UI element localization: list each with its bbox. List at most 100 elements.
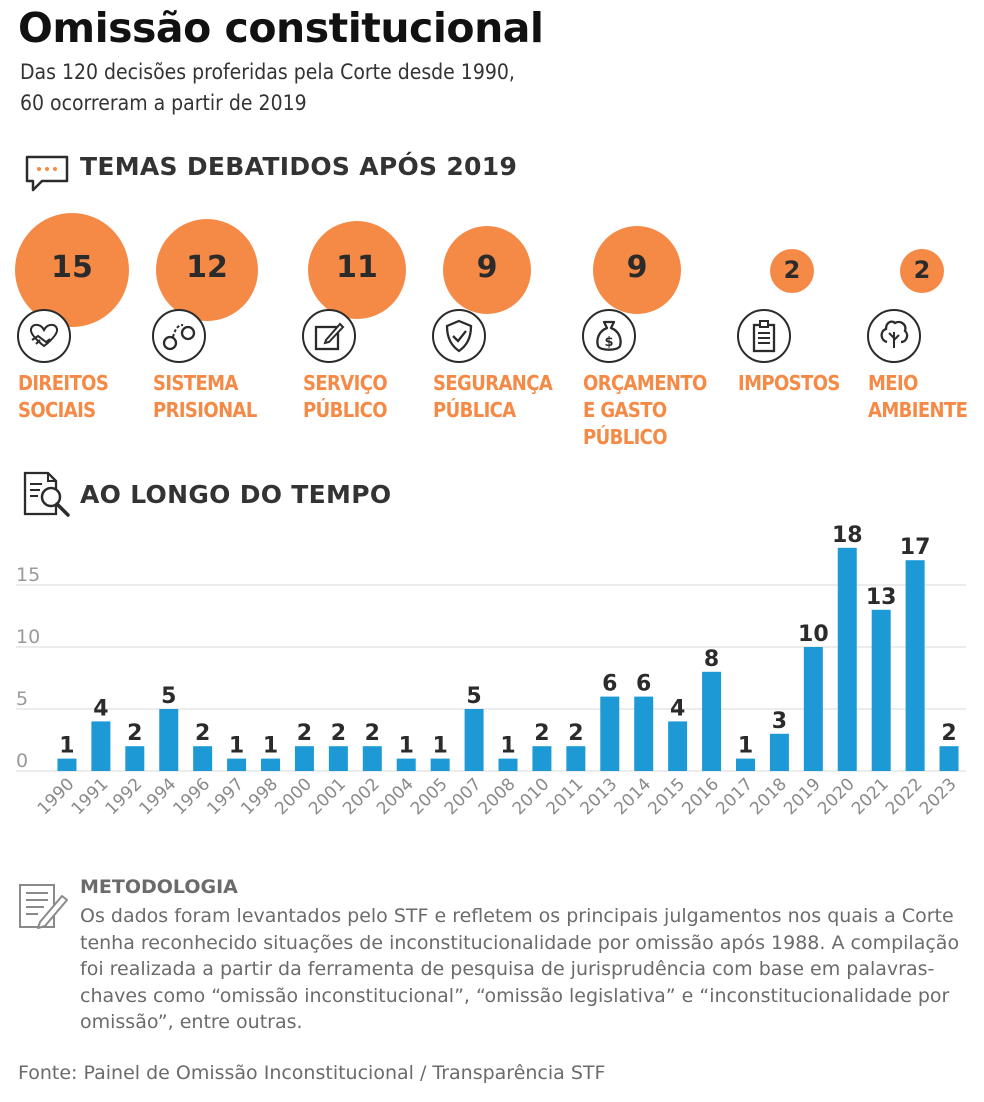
bar-2008 <box>498 758 518 771</box>
data-label: 1 <box>263 734 278 759</box>
topic-label: DIREITOS SOCIAIS <box>18 370 109 424</box>
x-tick-label: 2017 <box>712 774 757 819</box>
x-tick-label: 2022 <box>882 774 927 819</box>
data-label: 2 <box>534 721 549 746</box>
topic-bubble <box>443 226 531 314</box>
bar-2005 <box>430 758 450 771</box>
bar-2023 <box>939 746 959 771</box>
x-tick-label: 2020 <box>814 774 859 819</box>
topic-label-line: MEIO <box>868 371 918 395</box>
topic-label-line: ORÇAMENTO <box>583 371 707 395</box>
topic-bubble <box>156 219 258 321</box>
bar-1997 <box>227 758 247 771</box>
data-label: 6 <box>602 672 617 697</box>
data-label: 13 <box>866 585 897 610</box>
subtitle-line-2: 60 ocorreram a partir de 2019 <box>20 91 307 115</box>
data-label: 10 <box>798 622 829 647</box>
x-tick-label: 2007 <box>441 774 486 819</box>
money-bag-icon: $ <box>582 309 636 363</box>
topic-label-line: DIREITOS <box>18 371 109 395</box>
x-tick-label: 2013 <box>577 774 622 819</box>
data-label: 8 <box>704 647 719 672</box>
svg-text:$: $ <box>604 335 613 350</box>
data-label: 4 <box>670 696 685 721</box>
bar-2011 <box>566 746 586 771</box>
topics-row: 15 DIREITOS SOCIAIS 12 SISTEMA PRISIONAL 11 SER… <box>0 0 984 460</box>
bar-2001 <box>328 746 348 771</box>
data-label: 6 <box>636 672 651 697</box>
y-tick-label: 0 <box>16 750 28 772</box>
topic-label-line: PÚBLICO <box>303 398 388 422</box>
tree-icon <box>867 309 921 363</box>
topic-bubble <box>770 249 814 293</box>
topic-value: 2 <box>783 256 801 284</box>
page-title: Omissão constitucional <box>18 4 544 52</box>
x-tick-label: 2019 <box>780 774 825 819</box>
document-search-icon <box>22 470 72 518</box>
data-label: 4 <box>93 696 108 721</box>
topic-bubble <box>593 226 681 314</box>
topic-label: SERVIÇO PÚBLICO <box>303 370 388 424</box>
topic-value: 9 <box>476 250 498 285</box>
chart-bars <box>57 547 959 771</box>
x-tick-label: 2023 <box>916 774 961 819</box>
data-label: 17 <box>900 535 931 560</box>
topic-bubble <box>15 213 129 327</box>
x-tick-label: 2021 <box>848 774 893 819</box>
data-label: 2 <box>195 721 210 746</box>
topic-label: MEIO AMBIENTE <box>868 370 968 424</box>
methodology-text: Os dados foram levantados pelo STF e ref… <box>80 905 960 1033</box>
data-label: 5 <box>161 684 176 709</box>
topic-label-line: PÚBLICO <box>583 425 668 449</box>
chart-grid <box>16 584 966 772</box>
data-label: 2 <box>941 721 956 746</box>
topic-label: IMPOSTOS <box>738 370 840 397</box>
bar-2020 <box>837 547 857 771</box>
handshake-heart-icon <box>17 309 71 363</box>
topic-label-line: AMBIENTE <box>868 398 968 422</box>
bar-2017 <box>735 758 755 771</box>
edit-document-icon <box>302 309 356 363</box>
data-label: 1 <box>59 734 74 759</box>
x-tick-label: 2018 <box>746 774 791 819</box>
bar-2019 <box>803 647 823 771</box>
bar-1991 <box>91 721 111 771</box>
x-tick-label: 2004 <box>373 774 418 819</box>
x-tick-label: 1992 <box>102 774 147 819</box>
data-label: 1 <box>432 734 447 759</box>
shield-icon <box>432 309 486 363</box>
x-tick-label: 2001 <box>305 774 350 819</box>
data-label: 1 <box>738 734 753 759</box>
x-tick-label: 1998 <box>237 774 282 819</box>
x-tick-label: 2000 <box>271 774 316 819</box>
x-tick-label: 1994 <box>136 774 181 819</box>
data-label: 1 <box>500 734 515 759</box>
topic-value: 12 <box>186 250 228 285</box>
bar-2021 <box>871 609 891 771</box>
section-topics-title: TEMAS DEBATIDOS APÓS 2019 <box>80 152 518 181</box>
handcuffs-icon <box>152 309 206 363</box>
topic-value: 15 <box>51 250 93 285</box>
bar-2013 <box>600 696 620 771</box>
topic-label-line: SEGURANÇA <box>433 371 553 395</box>
tax-document-icon <box>737 309 791 363</box>
topic-value: 2 <box>913 256 931 284</box>
x-tick-label: 1990 <box>34 774 79 819</box>
bar-2004 <box>396 758 416 771</box>
x-tick-label: 2015 <box>644 774 689 819</box>
x-tick-label: 2014 <box>611 774 656 819</box>
topic-label-line: SOCIAIS <box>18 398 96 422</box>
bar-1996 <box>193 746 213 771</box>
bar-1990 <box>57 758 77 771</box>
bar-2000 <box>294 746 314 771</box>
data-label: 2 <box>568 721 583 746</box>
bar-1998 <box>261 758 281 771</box>
topic-label-line: PÚBLICA <box>433 398 516 422</box>
topic-label: SEGURANÇA PÚBLICA <box>433 370 553 424</box>
x-tick-label: 1997 <box>203 774 248 819</box>
x-tick-label: 2002 <box>339 774 384 819</box>
topic-label-line: SERVIÇO <box>303 371 388 395</box>
bar-2022 <box>905 560 925 771</box>
